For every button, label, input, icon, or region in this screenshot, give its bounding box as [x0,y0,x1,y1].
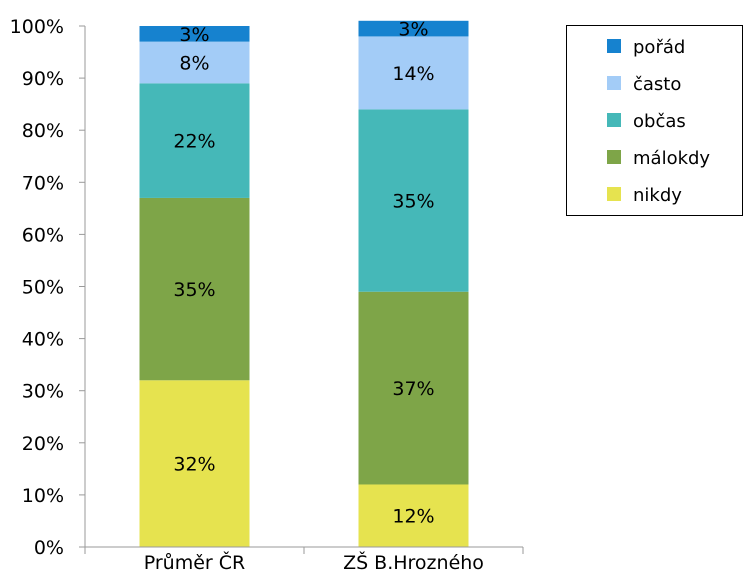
legend-label-casto: často [633,74,681,95]
y-tick-label: 40% [22,329,64,351]
bar-segment-porad-zs-b-hrozneho [358,20,469,37]
y-tick-label: 50% [22,277,64,299]
data-label-casto-zs-b-hrozneho: 14% [392,63,434,85]
legend-box [566,25,743,216]
y-tick-label: 80% [22,120,64,142]
y-tick-label: 70% [22,172,64,194]
legend-swatch-porad [607,39,621,53]
data-label-nikdy-zs-b-hrozneho: 12% [392,506,434,528]
legend: pořád často občas málokdy nikdy [566,25,743,216]
data-label-porad-prumer-cr: 3% [179,24,209,46]
data-label-malokdy-prumer-cr: 35% [173,279,215,301]
legend-swatch-casto [607,76,621,90]
y-tick-label: 30% [22,381,64,403]
legend-swatch-nikdy [607,187,621,201]
bars-layer: 32% 35% 22% 8% 3% 12% 37% 35% 14% 3% [139,19,469,547]
data-label-obcas-zs-b-hrozneho: 35% [392,191,434,213]
x-tick-label-zs-b-hrozneho: ZŠ B.Hrozného [343,550,484,574]
bar-segment-casto-zs-b-hrozneho [358,36,469,110]
y-tick-label: 100% [10,16,64,38]
bar-segment-casto-prumer-cr [139,41,250,84]
legend-label-malokdy: málokdy [633,148,710,169]
bar-segment-malokdy-prumer-cr [139,197,250,381]
data-label-nikdy-prumer-cr: 32% [173,454,215,476]
legend-swatch-obcas [607,113,621,127]
y-tick-label: 90% [22,68,64,90]
bar-segment-porad-prumer-cr [139,26,250,42]
legend-swatch-malokdy [607,150,621,164]
data-label-malokdy-zs-b-hrozneho: 37% [392,378,434,400]
bar-segment-malokdy-zs-b-hrozneho [358,291,469,485]
legend-label-nikdy: nikdy [633,185,682,206]
y-tick-label: 10% [22,485,64,507]
data-label-porad-zs-b-hrozneho: 3% [398,19,428,41]
x-tick-label-prumer-cr: Průměr ČR [144,550,246,574]
y-tick-label: 0% [34,537,64,559]
legend-label-obcas: občas [633,111,686,132]
y-tick-label: 60% [22,224,64,246]
bar-segment-nikdy-zs-b-hrozneho [358,484,469,547]
bar-segment-obcas-prumer-cr [139,83,250,198]
legend-label-porad: pořád [633,37,685,58]
axes-layer: Průměr ČR ZŠ B.Hrozného 0% 10% 20% 30% 40% 50% 6… [10,16,524,574]
data-label-casto-prumer-cr: 8% [179,52,209,74]
y-tick-label: 20% [22,433,64,455]
data-label-obcas-prumer-cr: 22% [173,131,215,153]
bar-segment-nikdy-prumer-cr [139,380,250,547]
bar-segment-obcas-zs-b-hrozneho [358,109,469,292]
